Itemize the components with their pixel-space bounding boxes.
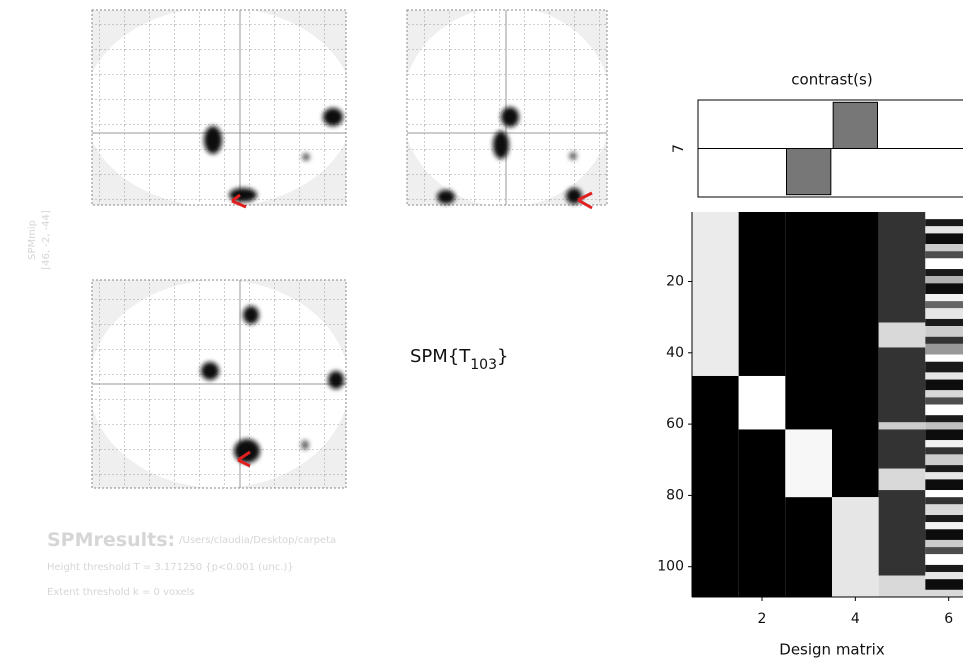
design-matrix-cell (925, 565, 963, 572)
design-matrix-cell (925, 529, 963, 540)
stat-base: SPM{T (410, 346, 471, 367)
design-matrix-cell (879, 323, 926, 348)
design-matrix-cell (925, 219, 963, 226)
contrast-bar (787, 149, 831, 195)
y-tick-label: 100 (657, 559, 684, 575)
design-matrix-cell (785, 429, 832, 497)
design-matrix-cell (879, 347, 926, 422)
design-matrix-cell (925, 294, 963, 301)
design-matrix-cell (925, 504, 963, 515)
y-tick-label: 40 (666, 345, 684, 361)
design-matrix-cell (925, 405, 963, 416)
design-matrix-cell (879, 422, 926, 429)
design-matrix-cell (925, 440, 963, 447)
glass-brain-sagittal (84, 7, 354, 207)
results-title: SPMresults: /Users/claudia/Desktop/carpet… (47, 529, 336, 551)
design-matrix-cell (925, 422, 963, 429)
design-matrix-cell (925, 429, 963, 440)
design-matrix-cell (925, 251, 963, 258)
design-matrix-cell (925, 344, 963, 355)
design-matrix-cell (925, 319, 963, 326)
y-tick-label: 60 (666, 416, 684, 432)
design-matrix-cell (925, 465, 963, 472)
stat-close: } (497, 346, 508, 367)
design-matrix-cell (925, 547, 963, 554)
design-matrix-cell (925, 269, 963, 276)
design-matrix-cell (832, 212, 879, 497)
design-matrix-cell (925, 497, 963, 504)
x-tick-label: 2 (758, 611, 767, 627)
results-path: /Users/claudia/Desktop/carpeta (179, 535, 336, 546)
design-matrix-cell (879, 429, 926, 468)
design-matrix-cell (925, 515, 963, 522)
design-matrix-cell (925, 554, 963, 565)
design-matrix-cell (925, 415, 963, 422)
glass-brain-coronal (402, 7, 612, 208)
design-matrix-cell (879, 212, 926, 323)
design-matrix-cell (925, 522, 963, 529)
design-matrix-cell (692, 212, 739, 376)
design-matrix-cell (925, 337, 963, 344)
mip-coords: [46, -2, -44] (41, 210, 52, 270)
x-axis-label: Design matrix (779, 641, 885, 659)
design-matrix-cell (925, 244, 963, 251)
results-heading: SPMresults: (47, 529, 175, 551)
extent-threshold: Extent threshold k = 0 voxels (47, 587, 195, 598)
stat-label: SPM{T103} (410, 346, 508, 373)
design-matrix-cell (925, 326, 963, 337)
design-matrix-cell (925, 258, 963, 269)
design-matrix-cell (925, 572, 963, 579)
charts: contrast(s) 7 20 40 60 80 100 2 4 6 Design matrix (657, 71, 963, 659)
mip-title: SPMmip (27, 220, 38, 260)
contrast-title: contrast(s) (791, 71, 872, 89)
design-matrix-cell (925, 301, 963, 308)
design-matrix-cell (925, 579, 963, 590)
design-matrix-cell (879, 576, 926, 597)
glass-brain-axial (89, 280, 349, 488)
design-matrix-cell (925, 283, 963, 294)
design-matrix-cell (739, 429, 786, 597)
design-matrix-cell (925, 490, 963, 497)
design-matrix-cell (925, 479, 963, 490)
design-matrix-cell (739, 376, 786, 429)
design-matrix-cell (925, 380, 963, 391)
stat-subscript: 103 (470, 357, 497, 373)
design-matrix-cell (925, 372, 963, 379)
x-tick-label: 4 (851, 611, 860, 627)
design-matrix-cell (925, 447, 963, 454)
design-matrix-cell (925, 590, 963, 597)
design-matrix-cell (925, 212, 963, 219)
design-matrix-cell (925, 540, 963, 547)
contrast-bar (833, 102, 877, 148)
design-matrix-cell (925, 308, 963, 319)
design-matrix-cell (692, 376, 739, 597)
design-matrix-cell (925, 355, 963, 362)
design-matrix-cell (879, 469, 926, 490)
design-matrix-cell (925, 226, 963, 233)
design-matrix-cell (925, 362, 963, 373)
spm-results-window: SPMmip [46, -2, -44] SPM{T103} SPMresult… (0, 0, 963, 668)
y-tick-label: 80 (666, 487, 684, 503)
design-matrix-cell (925, 454, 963, 465)
design-matrix-cell (739, 212, 786, 376)
design-matrix-cell (925, 472, 963, 479)
design-matrix-cell (925, 397, 963, 404)
x-tick-label: 6 (944, 611, 953, 627)
contrast-tick-label: 7 (671, 144, 687, 153)
height-threshold: Height threshold T = 3.171250 {p<0.001 (… (47, 562, 294, 573)
design-matrix-cell (832, 497, 879, 597)
design-matrix-cell (879, 490, 926, 576)
design-matrix-cell (925, 390, 963, 397)
design-matrix-cell (925, 276, 963, 283)
design-matrix-cell (785, 212, 832, 429)
design-matrix-cell (925, 233, 963, 244)
y-tick-label: 20 (666, 274, 684, 290)
design-matrix-cell (785, 497, 832, 597)
mip-label: SPMmip [46, -2, -44] (27, 210, 52, 270)
